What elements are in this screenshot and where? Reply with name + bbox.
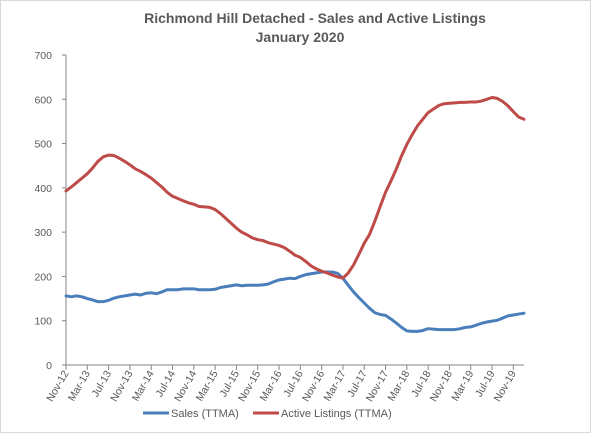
y-tick-label: 600 [34, 94, 52, 106]
legend: Sales (TTMA) Active Listings (TTMA) [143, 408, 392, 420]
y-axis: 0 100 200 300 400 500 600 700 [34, 50, 67, 372]
y-tick-label: 0 [46, 360, 52, 372]
y-tick-label: 400 [34, 183, 52, 195]
series-layer [64, 96, 526, 333]
y-tick-label: 300 [34, 227, 52, 239]
y-tick-label: 500 [34, 139, 52, 151]
legend-item-active-listings: Active Listings (TTMA) [253, 408, 392, 420]
active-listings-series-line [64, 96, 526, 280]
legend-label: Active Listings (TTMA) [281, 408, 392, 420]
y-tick-label: 200 [34, 271, 52, 283]
legend-label: Sales (TTMA) [171, 408, 239, 420]
y-tick-label: 700 [34, 50, 52, 62]
x-axis: Nov-12Mar-13Jul-13Nov-13Mar-14Jul-14Nov-… [44, 364, 524, 404]
chart-subtitle: January 2020 [256, 29, 345, 45]
legend-item-sales: Sales (TTMA) [143, 408, 239, 420]
sales-series-line [64, 270, 526, 333]
chart-title: Richmond Hill Detached - Sales and Activ… [144, 10, 486, 26]
y-tick-label: 100 [34, 316, 52, 328]
